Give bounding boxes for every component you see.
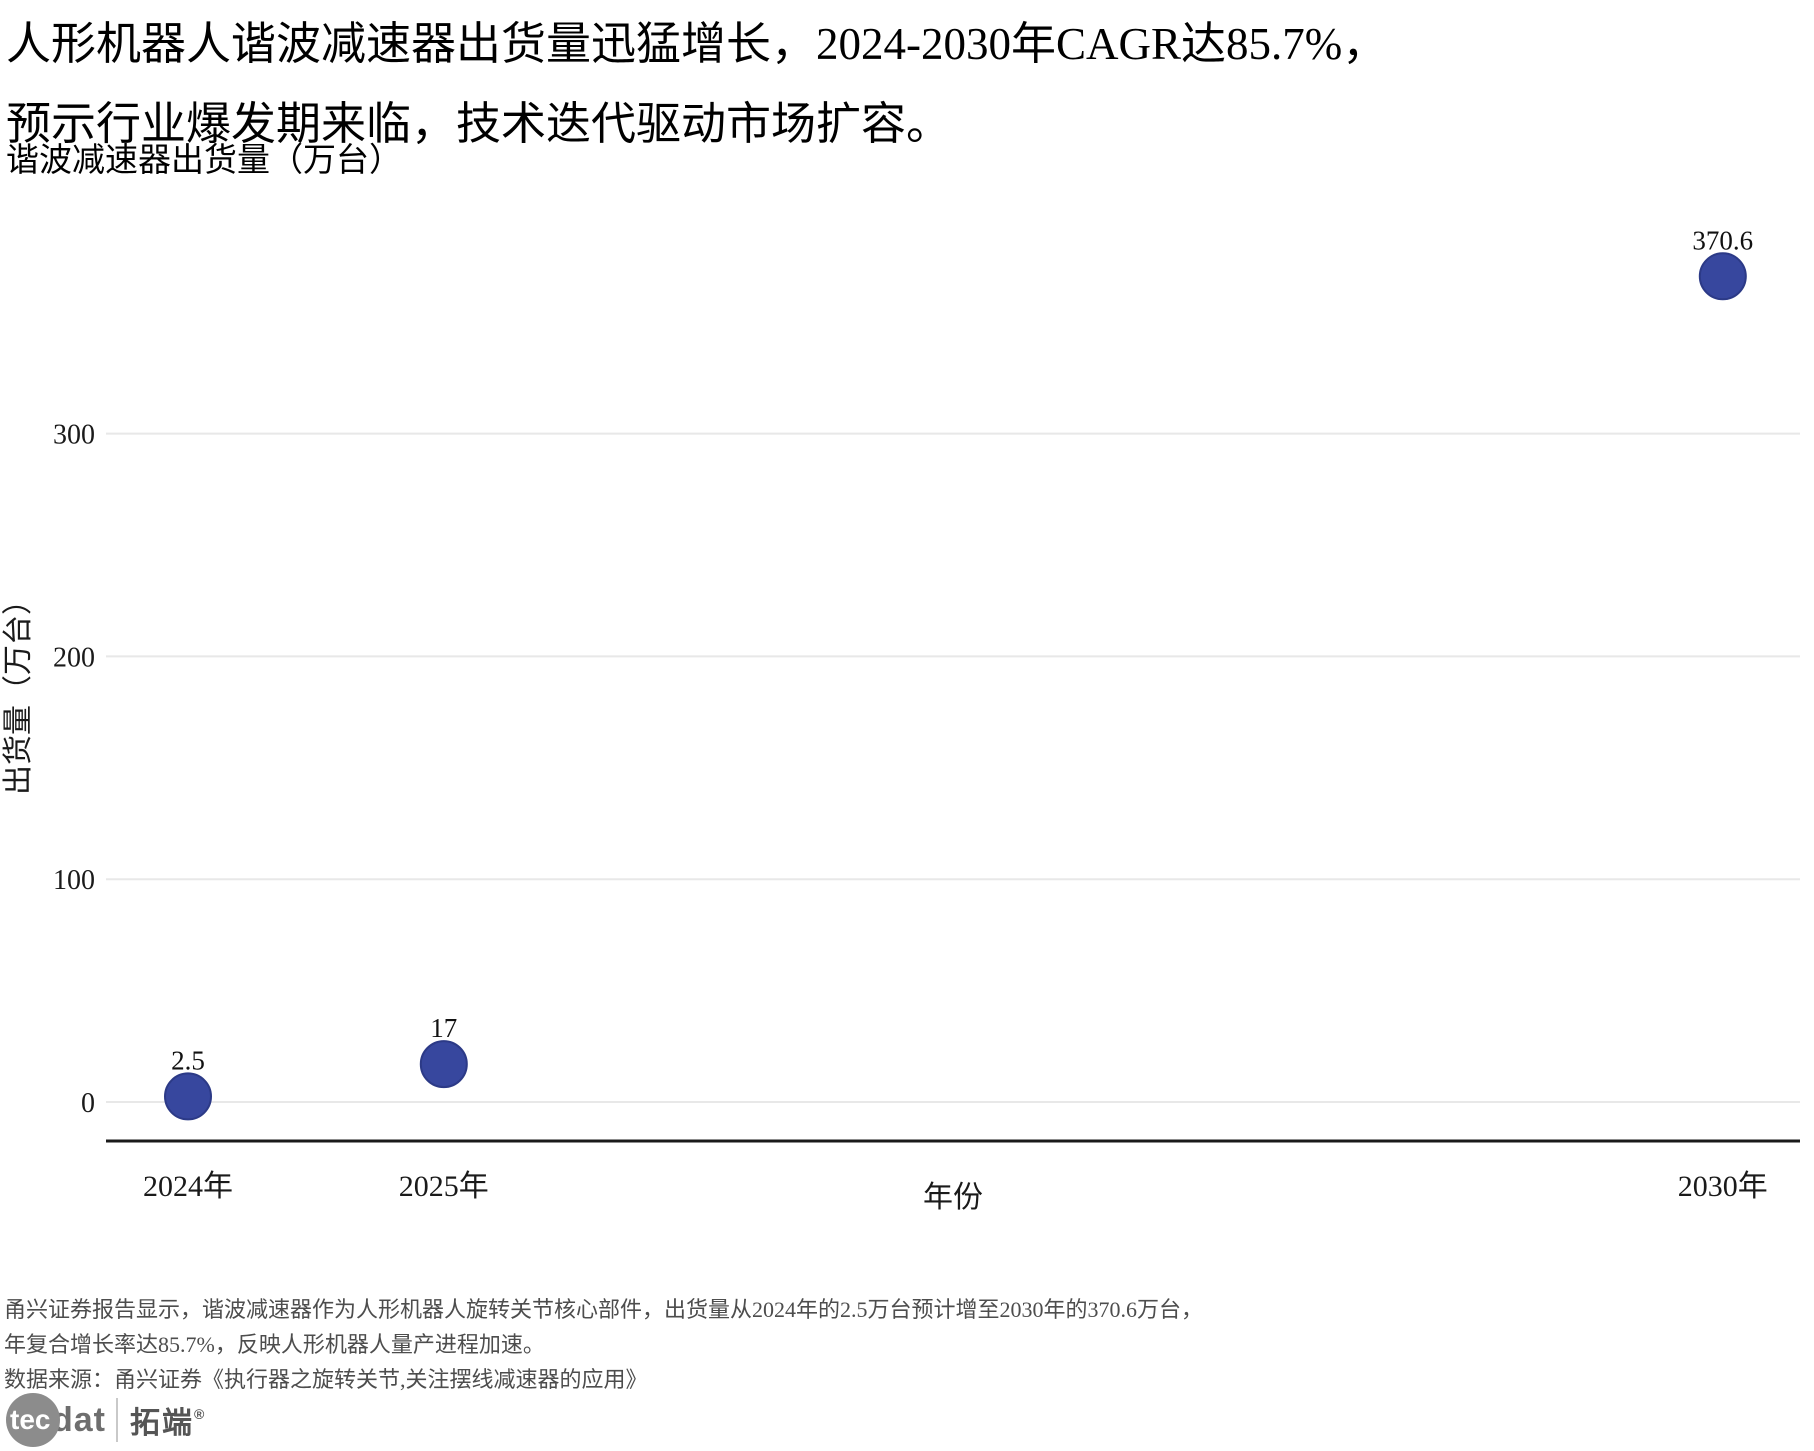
- y-tick-label-0: 0: [81, 1088, 95, 1119]
- data-point-2025: [419, 1040, 468, 1089]
- chart-subtitle: 谐波减速器出货量（万台）: [6, 143, 402, 179]
- logo-divider: [116, 1398, 118, 1442]
- y-tick-label-300: 300: [53, 420, 95, 451]
- tecdat-logo: tec dat 拓端®: [6, 1392, 206, 1448]
- logo-text-cn: 拓端®: [130, 1406, 207, 1440]
- footer-notes: 甬兴证券报告显示，谐波减速器作为人形机器人旋转关节核心部件，出货量从2024年的…: [4, 1292, 1203, 1397]
- footer-line1: 甬兴证券报告显示，谐波减速器作为人形机器人旋转关节核心部件，出货量从2024年的…: [4, 1297, 1204, 1322]
- data-point-label-2030: 370.6: [1692, 225, 1753, 255]
- data-point-label-2025: 17: [430, 1013, 457, 1043]
- data-point-label-2024: 2.5: [171, 1045, 205, 1075]
- y-tick-label-100: 100: [53, 865, 95, 896]
- x-tick-label-2025: 2025年: [399, 1170, 489, 1203]
- x-tick-label-2024: 2024年: [143, 1170, 233, 1203]
- logo-text-dat: dat: [52, 1400, 106, 1439]
- tecdat-logo-circle: tec: [6, 1393, 60, 1447]
- y-axis-title: 出货量（万台）: [2, 585, 35, 795]
- logo-text-tec: tec: [10, 1404, 51, 1435]
- y-tick-label-200: 200: [53, 642, 95, 673]
- x-axis-title: 年份: [923, 1181, 983, 1214]
- footer-source: 数据来源：甬兴证券《执行器之旋转关节,关注摆线减速器的应用》: [4, 1367, 648, 1392]
- chart-headline: 人形机器人谐波减速器出货量迅猛增长，2024-2030年CAGR达85.7%， …: [6, 4, 1387, 164]
- data-point-2024: [164, 1072, 212, 1121]
- headline-line2: 预示行业爆发期来临，技术迭代驱动市场扩容。: [6, 99, 952, 149]
- data-point-2030: [1698, 252, 1747, 301]
- footer-line2: 年复合增长率达85.7%，反映人形机器人量产进程加速。: [4, 1332, 545, 1357]
- logo-registered-mark: ®: [194, 1406, 207, 1422]
- x-tick-label-2030: 2030年: [1678, 1170, 1768, 1203]
- headline-line1: 人形机器人谐波减速器出货量迅猛增长，2024-2030年CAGR达85.7%，: [6, 19, 1388, 69]
